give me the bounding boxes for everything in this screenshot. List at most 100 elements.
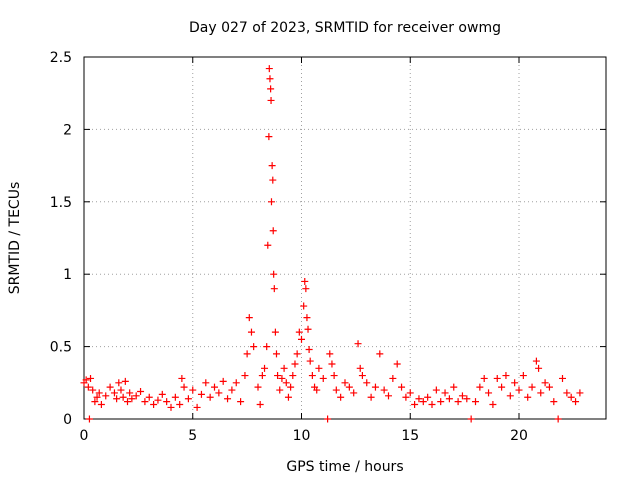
data-point — [506, 392, 514, 400]
data-point — [424, 393, 432, 401]
data-point — [243, 350, 251, 358]
data-point — [445, 395, 453, 403]
data-point — [511, 379, 519, 387]
data-point — [441, 389, 449, 397]
data-point — [264, 241, 272, 249]
y-tick-label: 1.5 — [50, 195, 72, 211]
data-point — [128, 395, 136, 403]
y-tick-label: 2 — [63, 122, 72, 138]
data-point — [576, 389, 584, 397]
data-point — [502, 372, 510, 380]
data-point — [541, 379, 549, 387]
data-point — [563, 389, 571, 397]
grid-lines — [84, 57, 606, 419]
data-point — [356, 364, 364, 372]
data-point — [398, 383, 406, 391]
data-point — [304, 325, 312, 333]
data-point — [302, 285, 310, 293]
data-point — [572, 398, 580, 406]
data-point — [437, 398, 445, 406]
data-point — [85, 415, 93, 423]
x-tick-label: 10 — [293, 428, 311, 444]
data-point — [84, 383, 92, 391]
data-point — [237, 398, 245, 406]
data-point — [295, 328, 303, 336]
data-point — [117, 386, 125, 394]
data-point — [315, 364, 323, 372]
data-point — [254, 383, 262, 391]
data-point — [485, 389, 493, 397]
data-point — [367, 393, 375, 401]
data-point — [415, 395, 423, 403]
data-point — [189, 386, 197, 394]
data-point — [215, 389, 223, 397]
data-point — [301, 277, 309, 285]
data-point — [450, 383, 458, 391]
data-point — [167, 403, 175, 411]
data-point — [389, 374, 397, 382]
data-point — [278, 374, 286, 382]
data-point — [270, 270, 278, 278]
data-point — [113, 395, 121, 403]
data-point — [266, 75, 274, 83]
data-point — [289, 372, 297, 380]
data-point — [463, 395, 471, 403]
data-point — [265, 133, 273, 141]
data-point — [454, 398, 462, 406]
data-point — [371, 383, 379, 391]
data-points — [80, 65, 584, 423]
data-point — [89, 386, 97, 394]
data-point — [272, 350, 280, 358]
data-point — [406, 389, 414, 397]
y-tick-label: 0.5 — [50, 340, 72, 356]
data-point — [303, 314, 311, 322]
data-point — [341, 379, 349, 387]
data-point — [269, 176, 277, 184]
data-point — [132, 392, 140, 400]
data-point — [250, 343, 258, 351]
data-point — [559, 374, 566, 382]
data-point — [291, 360, 299, 368]
data-point — [330, 372, 338, 380]
data-point — [263, 343, 271, 351]
x-tick-label: 20 — [510, 428, 528, 444]
data-point — [93, 393, 101, 401]
data-point — [567, 393, 575, 401]
data-point — [267, 85, 275, 93]
data-point — [385, 392, 392, 400]
data-point — [524, 393, 532, 401]
data-point — [245, 314, 253, 322]
data-point — [345, 383, 353, 391]
data-point — [419, 398, 427, 406]
data-point — [467, 415, 475, 423]
data-point — [163, 398, 171, 406]
data-point — [305, 345, 313, 353]
data-point — [91, 398, 99, 406]
data-point — [282, 379, 290, 387]
data-point — [328, 360, 336, 368]
data-point — [269, 227, 277, 235]
data-point — [178, 374, 186, 382]
data-point — [121, 377, 129, 385]
data-point — [472, 398, 479, 406]
data-point — [258, 372, 266, 380]
data-point — [493, 374, 501, 382]
data-point — [428, 401, 436, 409]
x-axis-label: GPS time / hours — [286, 459, 403, 475]
data-point — [87, 374, 95, 382]
data-point — [145, 393, 153, 401]
data-point — [313, 386, 321, 394]
y-axis-label: SRMTID / TECUs — [7, 182, 23, 295]
plot-frame — [83, 56, 607, 420]
data-point — [532, 357, 540, 365]
data-point — [300, 302, 308, 310]
data-point — [358, 372, 366, 380]
data-point — [219, 377, 227, 385]
data-point — [393, 360, 401, 368]
data-point — [274, 372, 282, 380]
data-point — [158, 390, 166, 398]
data-point — [271, 328, 279, 336]
data-point — [206, 393, 214, 401]
data-point — [350, 389, 358, 397]
